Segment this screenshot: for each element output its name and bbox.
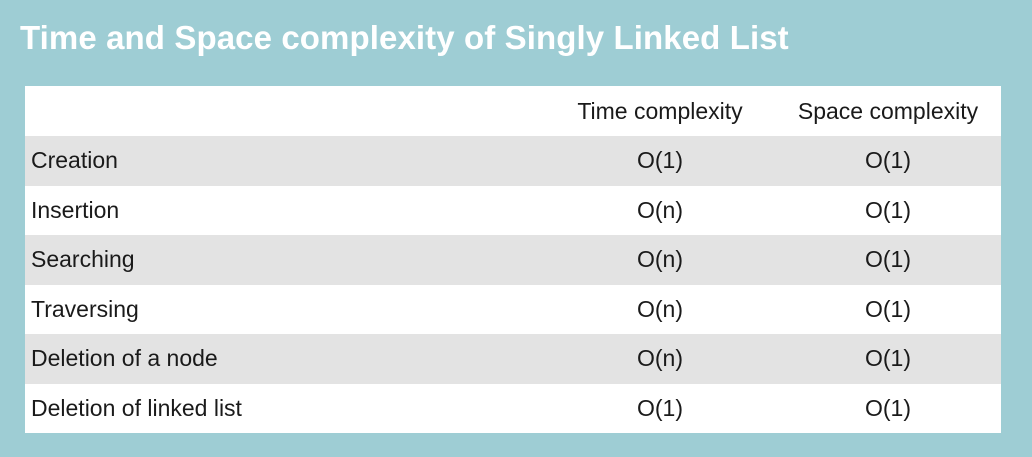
header-operation (25, 86, 545, 136)
space-cell: O(1) (775, 136, 1001, 186)
time-cell: O(n) (545, 185, 775, 235)
time-cell: O(n) (545, 235, 775, 285)
operation-cell: Deletion of a node (25, 334, 545, 384)
operation-cell: Insertion (25, 185, 545, 235)
table-row: Insertion O(n) O(1) (25, 185, 1001, 235)
operation-cell: Creation (25, 136, 545, 186)
table-header-row: Time complexity Space complexity (25, 86, 1001, 136)
time-cell: O(n) (545, 284, 775, 334)
operation-cell: Traversing (25, 284, 545, 334)
header-time-complexity: Time complexity (545, 86, 775, 136)
table-row: Deletion of linked list O(1) O(1) (25, 383, 1001, 433)
table-row: Creation O(1) O(1) (25, 136, 1001, 186)
time-cell: O(n) (545, 334, 775, 384)
operation-cell: Deletion of linked list (25, 383, 545, 433)
table-row: Deletion of a node O(n) O(1) (25, 334, 1001, 384)
table-row: Searching O(n) O(1) (25, 235, 1001, 285)
complexity-table: Time complexity Space complexity Creatio… (25, 86, 1001, 433)
table-row: Traversing O(n) O(1) (25, 284, 1001, 334)
space-cell: O(1) (775, 334, 1001, 384)
space-cell: O(1) (775, 185, 1001, 235)
time-cell: O(1) (545, 136, 775, 186)
operation-cell: Searching (25, 235, 545, 285)
time-cell: O(1) (545, 383, 775, 433)
header-space-complexity: Space complexity (775, 86, 1001, 136)
space-cell: O(1) (775, 235, 1001, 285)
space-cell: O(1) (775, 284, 1001, 334)
complexity-table-container: Time complexity Space complexity Creatio… (25, 86, 1001, 433)
space-cell: O(1) (775, 383, 1001, 433)
slide-title: Time and Space complexity of Singly Link… (20, 19, 789, 56)
